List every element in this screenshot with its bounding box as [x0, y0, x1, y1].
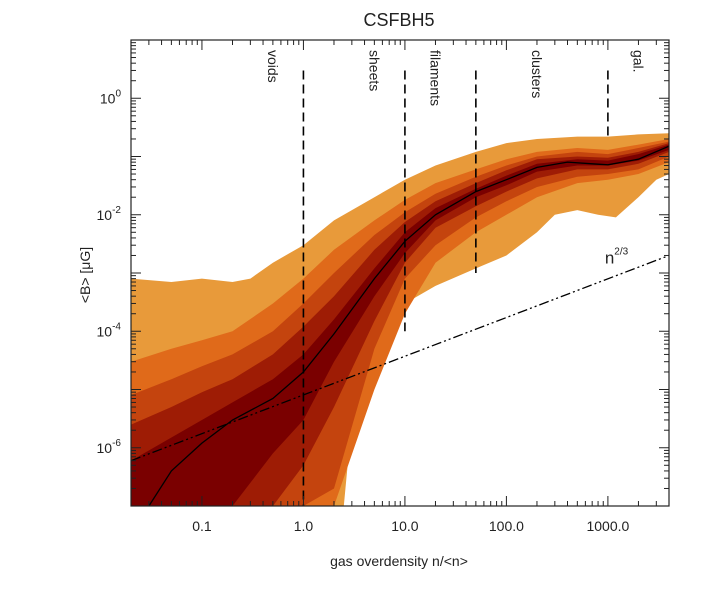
- y-tick-exponent: -6: [112, 438, 121, 449]
- y-tick-exponent: 0: [115, 88, 121, 99]
- band-inner: [131, 144, 669, 506]
- x-tick-label: 1.0: [294, 518, 314, 534]
- reference-annotation: n2/3: [605, 247, 629, 268]
- region-labels: voids sheets filaments clusters gal.: [265, 50, 647, 106]
- y-tick-exponent: -4: [112, 321, 121, 332]
- region-label-voids: voids: [265, 50, 281, 83]
- reference-annotation-exponent: 2/3: [614, 247, 628, 258]
- y-tick-label: 10-6: [97, 438, 122, 456]
- series-lines: [131, 145, 669, 506]
- x-tick-label: 1000.0: [586, 518, 629, 534]
- x-tick-label: 0.1: [192, 518, 212, 534]
- y-tick-label: 10-2: [97, 205, 122, 223]
- region-label-filaments: filaments: [427, 50, 443, 106]
- axis-ticks: 0.1 1.0 10.0 100.0 1000.0 100 10-2 10-4 10-6: [97, 39, 670, 534]
- x-tick-label: 10.0: [391, 518, 418, 534]
- y-tick-label: 100: [100, 88, 122, 106]
- y-axis-label: <B> [μG]: [77, 247, 93, 303]
- y-tick-label: 10-4: [97, 321, 122, 339]
- annotations: n2/3: [605, 247, 629, 268]
- x-axis-label: gas overdensity n/<n>: [330, 553, 468, 569]
- reference-line: [131, 254, 669, 462]
- region-label-gal: gal.: [630, 50, 646, 73]
- x-tick-label: 100.0: [489, 518, 524, 534]
- region-boundaries: [302, 70, 609, 506]
- chart-title: CSFBH5: [363, 10, 434, 30]
- y-tick-exponent: -2: [112, 205, 121, 216]
- region-label-sheets: sheets: [366, 50, 382, 91]
- median-line: [148, 145, 669, 506]
- percentile-bands: [131, 133, 669, 506]
- region-label-clusters: clusters: [529, 50, 545, 98]
